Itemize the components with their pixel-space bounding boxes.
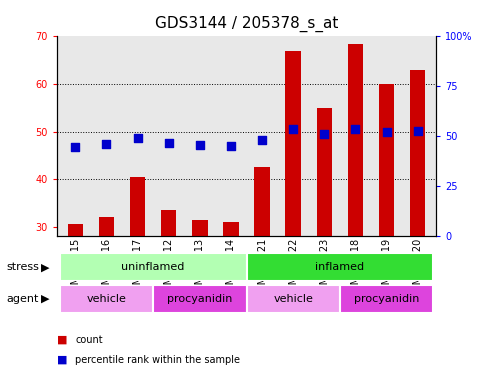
Text: inflamed: inflamed: [316, 262, 364, 272]
Text: procyanidin: procyanidin: [167, 294, 233, 304]
Bar: [340, 285, 433, 313]
Point: [165, 140, 173, 146]
Text: agent: agent: [6, 294, 39, 304]
Bar: [254, 167, 270, 369]
Point: [289, 126, 297, 132]
Text: ■: ■: [57, 355, 67, 365]
Text: ▶: ▶: [41, 294, 50, 304]
Bar: [68, 224, 83, 369]
Text: procyanidin: procyanidin: [354, 294, 419, 304]
Point: [227, 143, 235, 149]
Text: percentile rank within the sample: percentile rank within the sample: [75, 355, 241, 365]
Text: uninflamed: uninflamed: [121, 262, 185, 272]
Text: vehicle: vehicle: [273, 294, 313, 304]
Bar: [60, 253, 246, 281]
Point: [71, 144, 79, 151]
Point: [134, 135, 141, 141]
Bar: [130, 177, 145, 369]
Point: [383, 129, 390, 136]
Text: count: count: [75, 335, 103, 345]
Point: [414, 128, 422, 134]
Bar: [60, 285, 153, 313]
Point: [352, 126, 359, 132]
Bar: [223, 222, 239, 369]
Bar: [246, 253, 433, 281]
Point: [320, 131, 328, 137]
Bar: [317, 108, 332, 369]
Bar: [410, 70, 425, 369]
Bar: [153, 285, 246, 313]
Point: [196, 142, 204, 148]
Text: GDS3144 / 205378_s_at: GDS3144 / 205378_s_at: [155, 15, 338, 31]
Text: ▶: ▶: [41, 262, 50, 272]
Point: [258, 137, 266, 143]
Bar: [285, 51, 301, 369]
Text: vehicle: vehicle: [87, 294, 126, 304]
Text: stress: stress: [6, 262, 39, 272]
Point: [103, 141, 110, 147]
Bar: [99, 217, 114, 369]
Bar: [348, 44, 363, 369]
Bar: [246, 285, 340, 313]
Bar: [379, 84, 394, 369]
Text: ■: ■: [57, 335, 67, 345]
Bar: [192, 220, 208, 369]
Bar: [161, 210, 176, 369]
